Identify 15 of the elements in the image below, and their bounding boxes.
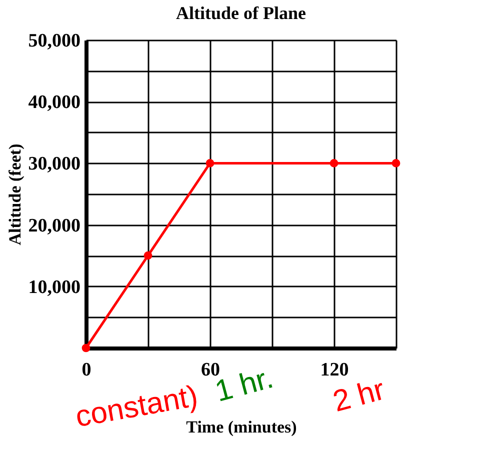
y-tick-label: 10,000 [28, 276, 80, 298]
point [82, 344, 90, 352]
y-tick-label: 40,000 [28, 92, 80, 114]
y-axis-title: Altitude (feet) [5, 144, 24, 246]
x-tick-label: 0 [82, 360, 92, 380]
point [392, 159, 400, 168]
point [330, 159, 338, 168]
x-tick-label: 120 [320, 360, 349, 380]
chart-title: Altitude of Plane [176, 3, 306, 23]
point [144, 251, 152, 260]
x-tick-label: 60 [201, 360, 220, 380]
y-tick-label: 50,000 [28, 30, 80, 52]
point [206, 159, 214, 168]
y-tick-label: 20,000 [28, 215, 80, 236]
y-tick-label: 30,000 [28, 154, 80, 175]
